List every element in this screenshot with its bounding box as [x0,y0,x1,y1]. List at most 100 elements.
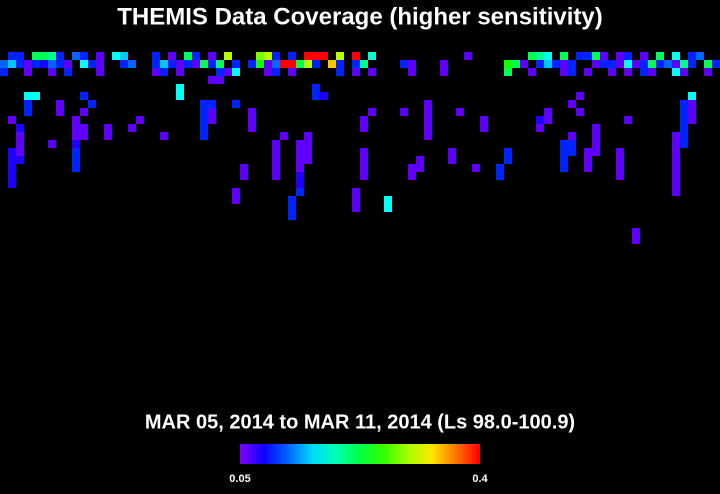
coverage-cell [176,68,184,76]
coverage-cell [16,148,24,156]
coverage-cell [568,60,576,68]
coverage-cell [616,164,624,172]
coverage-cell [360,172,368,180]
coverage-cell [272,156,280,164]
coverage-cell [40,60,48,68]
coverage-cell [32,52,40,60]
coverage-cell [616,148,624,156]
coverage-cell [688,52,696,60]
coverage-cell [664,60,672,68]
coverage-cell [168,52,176,60]
coverage-cell [592,148,600,156]
coverage-cell [672,164,680,172]
coverage-cell [448,156,456,164]
coverage-cell [680,60,688,68]
coverage-cell [272,164,280,172]
coverage-cell [168,60,176,68]
coverage-cell [8,52,16,60]
coverage-cell [672,52,680,60]
coverage-cell [232,100,240,108]
coverage-cell [208,52,216,60]
coverage-cell [568,140,576,148]
coverage-cell [80,52,88,60]
coverage-cell [224,52,232,60]
coverage-cell [672,140,680,148]
coverage-cell [632,60,640,68]
coverage-cell [72,148,80,156]
coverage-cell [56,100,64,108]
coverage-cell [440,68,448,76]
coverage-cell [640,52,648,60]
coverage-cell [560,60,568,68]
coverage-cell [312,92,320,100]
coverage-cell [360,60,368,68]
coverage-cell [8,180,16,188]
coverage-cell [120,52,128,60]
coverage-cell [560,52,568,60]
coverage-cell [40,52,48,60]
coverage-cell [48,52,56,60]
coverage-cell [256,60,264,68]
coverage-cell [56,60,64,68]
coverage-cell [368,108,376,116]
coverage-cell [8,172,16,180]
coverage-cell [8,156,16,164]
coverage-cell [104,132,112,140]
coverage-cell [712,60,720,68]
coverage-cell [632,228,640,236]
coverage-cell [184,60,192,68]
coverage-cell [208,108,216,116]
coverage-cell [544,116,552,124]
coverage-cell [264,68,272,76]
coverage-cell [240,172,248,180]
coverage-cell [80,132,88,140]
coverage-cell [592,140,600,148]
coverage-cell [8,60,16,68]
coverage-cell [408,60,416,68]
coverage-cell [152,52,160,60]
coverage-cell [384,196,392,204]
coverage-cell [336,52,344,60]
chart-subtitle: MAR 05, 2014 to MAR 11, 2014 (Ls 98.0-10… [145,411,575,433]
coverage-cell [0,68,8,76]
coverage-cell [320,92,328,100]
coverage-cell [688,60,696,68]
coverage-cell [472,164,480,172]
coverage-map [0,52,720,244]
coverage-cell [352,196,360,204]
coverage-cell [312,52,320,60]
coverage-cell [424,108,432,116]
coverage-cell [400,108,408,116]
coverage-cell [336,68,344,76]
coverage-cell [296,180,304,188]
coverage-cell [616,172,624,180]
coverage-cell [272,68,280,76]
coverage-cell [688,100,696,108]
coverage-cell [536,116,544,124]
coverage-cell [424,132,432,140]
coverage-cell [16,132,24,140]
coverage-cell [640,68,648,76]
coverage-cell [160,60,168,68]
coverage-cell [672,180,680,188]
coverage-cell [0,60,8,68]
coverage-cell [288,68,296,76]
coverage-cell [688,92,696,100]
coverage-cell [640,60,648,68]
coverage-cell [192,52,200,60]
coverage-cell [176,60,184,68]
coverage-cell [544,108,552,116]
coverage-cell [632,236,640,244]
coverage-cell [192,60,200,68]
coverage-cell [128,124,136,132]
coverage-cell [208,60,216,68]
coverage-cell [584,52,592,60]
coverage-cell [600,52,608,60]
coverage-cell [624,116,632,124]
coverage-cell [504,156,512,164]
coverage-cell [568,132,576,140]
coverage-cell [384,204,392,212]
coverage-cell [576,92,584,100]
coverage-cell [408,172,416,180]
